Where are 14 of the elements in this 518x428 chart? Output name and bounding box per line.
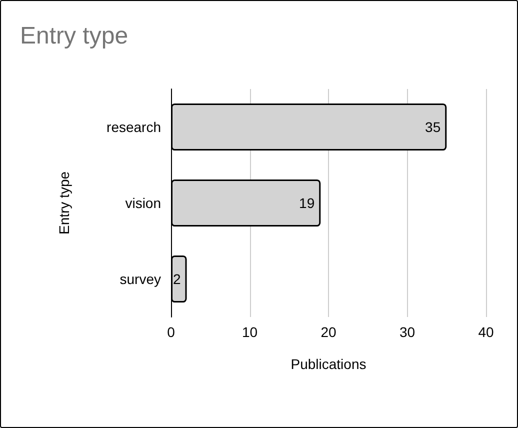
data-label: 2 <box>172 271 181 287</box>
y-tick-label: research <box>106 119 161 135</box>
chart-title: Entry type <box>20 22 128 50</box>
x-axis-title: Publications <box>290 356 366 372</box>
x-tick-label: 30 <box>399 324 416 340</box>
y-tick-label: survey <box>120 271 161 287</box>
y-tick-label: vision <box>125 195 161 211</box>
x-tick-label: 40 <box>478 324 494 340</box>
x-tick-label: 10 <box>242 324 258 340</box>
x-tick-label: 0 <box>167 324 176 340</box>
x-tick-label: 20 <box>320 324 336 340</box>
data-label: 35 <box>425 119 441 135</box>
y-axis-title: Entry type <box>56 171 72 235</box>
data-label: 19 <box>299 195 315 211</box>
